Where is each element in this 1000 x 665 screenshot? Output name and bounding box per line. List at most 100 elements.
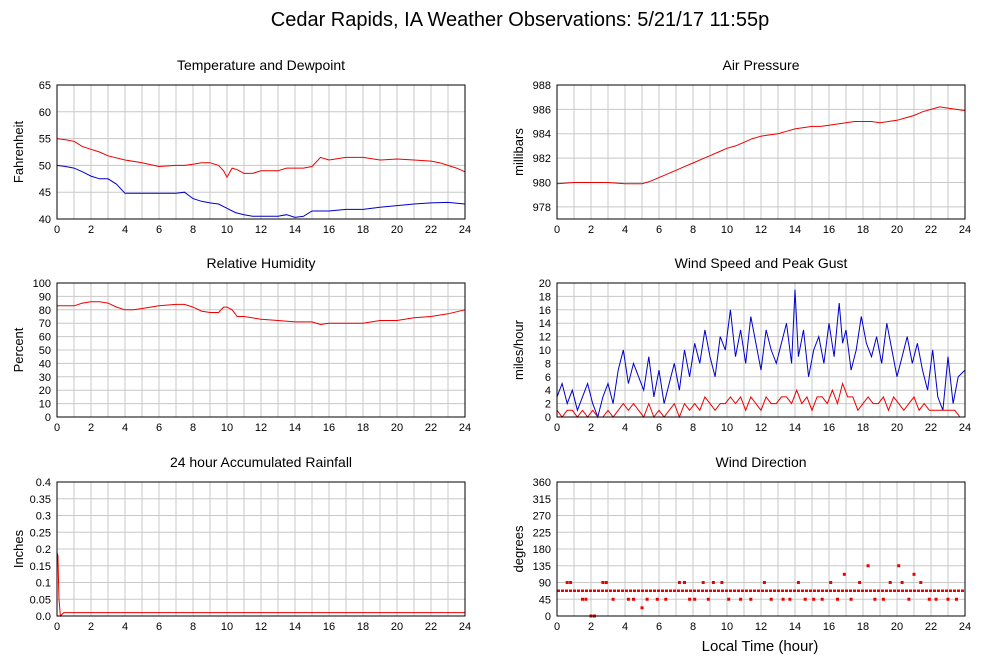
x-tick-label: 6: [656, 224, 662, 236]
x-tick-label: 22: [925, 422, 937, 434]
data-point: [812, 597, 816, 601]
x-tick-label: 18: [857, 422, 869, 434]
wind-chart: Wind Speed and Peak Gustmiles/hour024681…: [511, 255, 971, 434]
pressure-chart: Air Pressure millibars 978 980 982 984 986 988 0…: [511, 57, 971, 236]
x-tick-label: 14: [789, 224, 801, 236]
y-tick-label: 8: [545, 358, 551, 370]
y-tick-label: 984: [533, 129, 551, 141]
y-tick-label: 0.25: [30, 527, 51, 539]
data-point: [655, 597, 659, 601]
x-tick-label: 6: [656, 621, 662, 633]
y-tick-label: 315: [533, 494, 551, 506]
y-tick-label: 10: [539, 345, 551, 357]
x-tick-label: 24: [459, 621, 471, 633]
x-tick-label: 6: [156, 422, 162, 434]
x-tick-label: 14: [789, 621, 801, 633]
x-tick-label: 20: [891, 621, 903, 633]
plot-frame: [56, 481, 466, 617]
y-tick-label: 12: [539, 332, 551, 344]
x-tick-label: 20: [891, 224, 903, 236]
data-point: [581, 597, 584, 601]
y-tick-label: 90: [39, 291, 51, 303]
chart-title: Wind Direction: [715, 454, 806, 470]
y-tick-label: 40: [39, 358, 51, 370]
x-tick-label: 4: [122, 422, 128, 434]
x-tick-label: 16: [323, 621, 335, 633]
data-point: [604, 581, 608, 584]
x-axis-label: Local Time (hour): [702, 638, 819, 655]
data-point: [881, 597, 885, 601]
y-tick-label: 40: [39, 214, 51, 226]
x-tick-label: 8: [690, 422, 696, 434]
x-tick-label: 18: [357, 422, 369, 434]
data-point: [897, 564, 901, 568]
data-point: [907, 597, 911, 601]
data-point: [727, 597, 731, 601]
data-point: [934, 597, 938, 601]
rain-chart: 24 hour Accumulated Rainfall Inches 0.0 0.0…: [11, 454, 471, 633]
x-tick-label: 0: [54, 621, 60, 633]
data-point: [769, 597, 773, 601]
x-tick-label: 12: [255, 224, 267, 236]
x-tick-label: 18: [857, 621, 869, 633]
y-tick-label: 20: [39, 385, 51, 397]
y-tick-label: 18: [539, 291, 551, 303]
data-point: [946, 597, 950, 601]
data-point: [955, 597, 958, 601]
plot-frame: [56, 282, 466, 418]
data-point: [842, 572, 846, 576]
y-tick-label: 45: [539, 594, 551, 606]
data-point: [829, 581, 833, 584]
y-tick-label: 2: [545, 399, 551, 411]
x-tick-label: 14: [289, 224, 301, 236]
y-tick-label: 70: [39, 318, 51, 330]
x-tick-label: 2: [88, 422, 94, 434]
data-point: [900, 581, 904, 584]
x-tick-label: 2: [588, 621, 594, 633]
y-axis-label: degrees: [511, 525, 526, 572]
series-line-0: [556, 289, 966, 419]
y-axis-label: Percent: [11, 327, 26, 372]
y-tick-label: 60: [39, 332, 51, 344]
series-line-0: [56, 552, 465, 618]
x-tick-label: 20: [391, 422, 403, 434]
y-tick-label: 55: [39, 134, 51, 146]
x-tick-label: 20: [891, 422, 903, 434]
x-tick-label: 10: [721, 621, 733, 633]
y-tick-label: 0: [45, 412, 51, 424]
data-point: [701, 581, 705, 584]
direction-chart: Wind Directiondegrees0459013518022527031…: [511, 454, 971, 633]
page-title: Cedar Rapids, IA Weather Observations: 5…: [271, 9, 769, 31]
data-point: [683, 581, 686, 584]
chart-title: 24 hour Accumulated Rainfall: [170, 454, 352, 470]
x-tick-label: 22: [425, 621, 437, 633]
y-tick-label: 0: [545, 412, 551, 424]
x-tick-label: 14: [289, 422, 301, 434]
series-line-1: [556, 381, 965, 419]
x-tick-label: 8: [190, 621, 196, 633]
x-tick-label: 12: [255, 422, 267, 434]
x-tick-label: 16: [823, 621, 835, 633]
data-point: [919, 581, 923, 584]
chart-title: Air Pressure: [722, 57, 799, 73]
data-point: [749, 597, 753, 601]
y-tick-label: 225: [533, 527, 551, 539]
x-tick-label: 18: [357, 621, 369, 633]
y-tick-label: 30: [39, 372, 51, 384]
series-line-0: [556, 106, 966, 185]
y-tick-label: 4: [545, 385, 551, 397]
data-point: [693, 597, 697, 601]
x-tick-label: 6: [656, 422, 662, 434]
data-point: [788, 597, 792, 601]
series-line-0: [57, 301, 466, 326]
x-tick-label: 12: [755, 621, 767, 633]
y-tick-label: 980: [533, 177, 551, 189]
x-tick-label: 4: [622, 621, 628, 633]
plot-frame: [556, 282, 966, 418]
data-point: [866, 564, 870, 568]
y-tick-label: 6: [545, 372, 551, 384]
x-tick-label: 16: [323, 422, 335, 434]
y-tick-label: 10: [39, 399, 51, 411]
data-point: [632, 597, 635, 601]
x-tick-label: 20: [391, 224, 403, 236]
